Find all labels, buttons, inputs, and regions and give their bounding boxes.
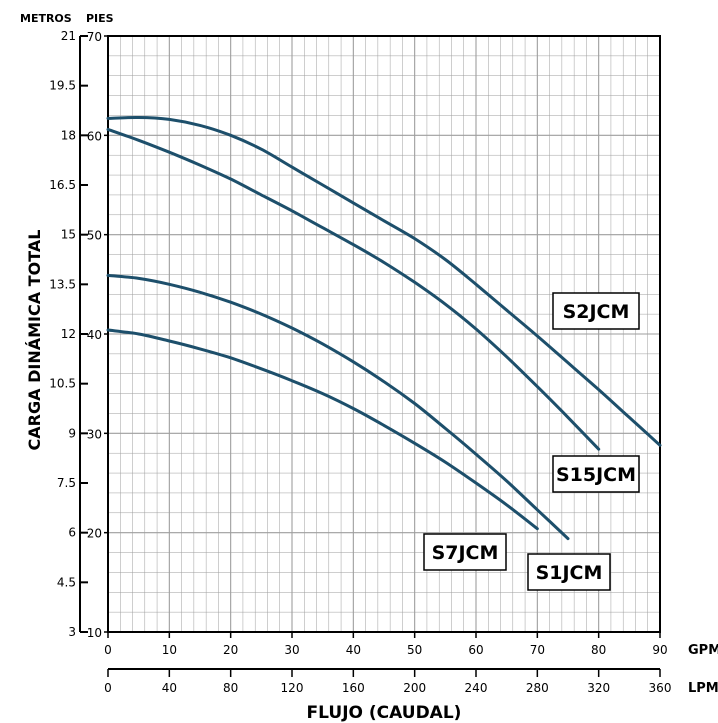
y-unit-metros-label: METROS — [20, 12, 72, 25]
metros-tick-label: 19.5 — [49, 79, 76, 93]
metros-tick-label: 15 — [61, 228, 76, 242]
label-text: S1JCM — [536, 562, 603, 584]
label-s15jcm: S15JCM — [552, 455, 640, 493]
y-axis-pies: 10 20 30 40 50 60 70 — [87, 30, 108, 640]
pies-tick-label: 40 — [87, 328, 102, 342]
pump-curves — [106, 115, 662, 541]
gpm-tick-label: 50 — [407, 643, 422, 657]
lpm-tick-label: 40 — [162, 681, 177, 695]
metros-tick-label: 12 — [61, 327, 76, 341]
gpm-tick-label: 70 — [530, 643, 545, 657]
gpm-tick-label: 90 — [652, 643, 667, 657]
lpm-tick-label: 280 — [526, 681, 549, 695]
lpm-tick-label: 80 — [223, 681, 238, 695]
label-text: S7JCM — [432, 542, 499, 564]
pies-tick-label: 10 — [87, 626, 102, 640]
curve-labels: S2JCM S15JCM S1JCM S7JCM — [423, 292, 640, 591]
metros-tick-label: 21 — [61, 29, 76, 43]
label-s1jcm: S1JCM — [527, 553, 611, 591]
label-box — [552, 292, 640, 330]
label-box — [423, 533, 507, 571]
metros-tick-label: 16.5 — [49, 178, 76, 192]
gpm-tick-label: 80 — [591, 643, 606, 657]
curve-s1jcm — [106, 273, 570, 541]
metros-tick-label: 3 — [68, 625, 76, 639]
lpm-tick-label: 0 — [104, 681, 112, 695]
pies-tick-label: 20 — [87, 527, 102, 541]
pies-tick-label: 60 — [87, 129, 102, 143]
gpm-tick-label: 40 — [346, 643, 361, 657]
label-box — [552, 455, 640, 493]
x-axis-lpm: 0 40 80 120 160 200 240 280 320 360 — [104, 668, 672, 695]
y-axis-title: CARGA DINÁMICA TOTAL — [25, 230, 44, 451]
x-unit-gpm-label: GPM — [688, 643, 718, 658]
lpm-tick-label: 360 — [649, 681, 672, 695]
curve-s2jcm — [106, 115, 662, 447]
metros-tick-label: 13.5 — [49, 277, 76, 291]
gpm-tick-label: 60 — [468, 643, 483, 657]
gpm-tick-label: 0 — [104, 643, 112, 657]
lpm-tick-label: 160 — [342, 681, 365, 695]
curve-s15jcm — [106, 127, 601, 451]
metros-tick-label: 7.5 — [57, 476, 76, 490]
major-grid — [107, 35, 661, 633]
x-axis-gpm: 0 10 20 30 40 50 60 70 80 90 — [104, 632, 668, 657]
metros-tick-label: 9 — [68, 426, 76, 440]
x-axis-title: FLUJO (CAUDAL) — [307, 703, 462, 723]
lpm-tick-label: 240 — [465, 681, 488, 695]
metros-tick-label: 4.5 — [57, 575, 76, 589]
label-text: S15JCM — [556, 464, 636, 486]
gpm-tick-label: 20 — [223, 643, 238, 657]
metros-tick-label: 6 — [68, 526, 76, 540]
metros-tick-label: 18 — [61, 128, 76, 142]
metros-tick-label: 10.5 — [49, 377, 76, 391]
gpm-tick-label: 30 — [284, 643, 299, 657]
pies-tick-label: 70 — [87, 30, 102, 44]
label-text: S2JCM — [563, 301, 630, 323]
y-axis-metros: 3 4.5 6 7.5 9 10.5 12 13.5 15 16.5 18 19.5 21 — [49, 29, 88, 639]
pies-tick-label: 30 — [87, 427, 102, 441]
y-unit-pies-label: PIES — [86, 12, 114, 25]
lpm-tick-label: 120 — [281, 681, 304, 695]
label-s7jcm: S7JCM — [423, 533, 507, 571]
lpm-tick-label: 320 — [587, 681, 610, 695]
gpm-tick-label: 10 — [162, 643, 177, 657]
lpm-tick-label: 200 — [403, 681, 426, 695]
pies-tick-label: 50 — [87, 229, 102, 243]
curve-s7jcm — [106, 328, 539, 531]
x-unit-lpm-label: LPM — [688, 681, 718, 696]
label-s2jcm: S2JCM — [552, 292, 640, 330]
label-box — [527, 553, 611, 591]
